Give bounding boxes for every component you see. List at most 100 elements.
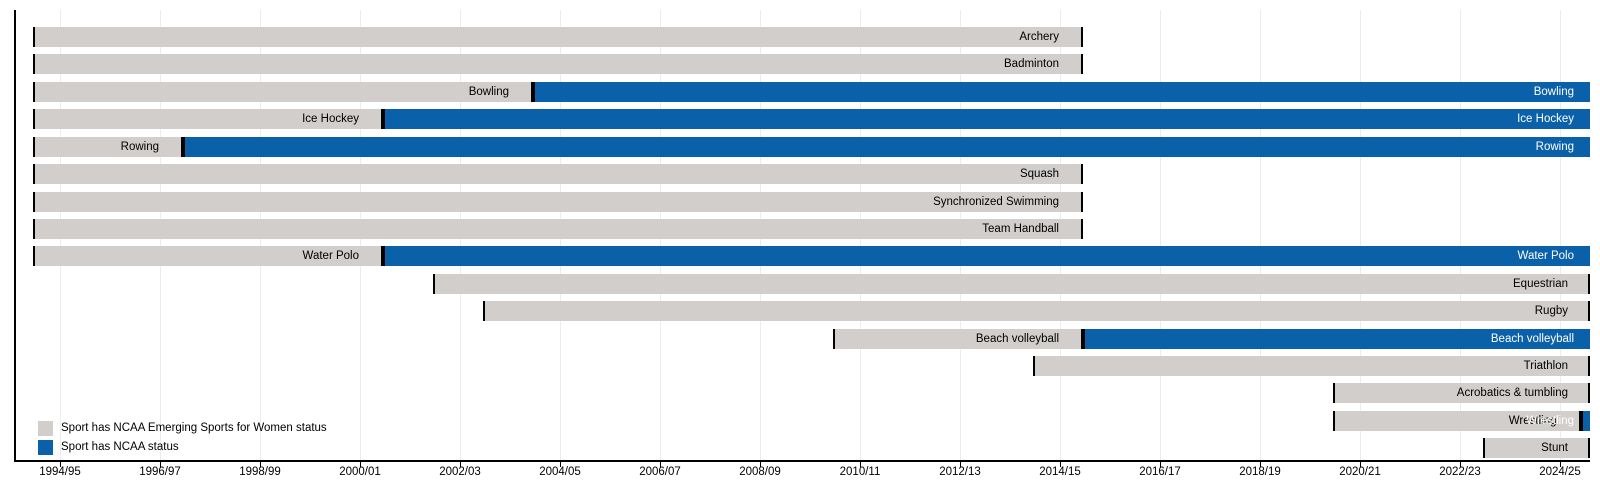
bar-end-cap xyxy=(183,136,185,157)
axis-tick-label: 1996/97 xyxy=(139,466,181,478)
bar-label: Bowling xyxy=(468,85,509,98)
bar-label: Bowling xyxy=(1533,85,1574,98)
bar-label: Water Polo xyxy=(302,250,359,263)
axis-tick-label: 2004/05 xyxy=(539,466,581,478)
bar-end-cap xyxy=(1081,218,1083,239)
bar-end-cap xyxy=(1333,383,1335,404)
axis-tick xyxy=(560,461,561,467)
axis-tick xyxy=(360,461,361,467)
bar-end-cap xyxy=(181,136,183,157)
axis-tick xyxy=(460,461,461,467)
bar-end-cap xyxy=(1483,438,1485,459)
axis-tick xyxy=(260,461,261,467)
bar-segment-ncaa xyxy=(183,136,1590,157)
bar-segment-emerging xyxy=(33,218,1083,239)
bar-end-cap xyxy=(1588,273,1590,294)
bar-label: Beach volleyball xyxy=(975,332,1059,345)
axis-tick xyxy=(1060,461,1061,467)
bar-end-cap xyxy=(531,81,533,102)
bar-label: Beach volleyball xyxy=(1490,332,1574,345)
bar-end-cap xyxy=(1081,164,1083,185)
bar-end-cap xyxy=(1081,191,1083,212)
axis-tick-label: 2010/11 xyxy=(839,466,881,478)
gridline xyxy=(1160,10,1161,460)
axis-tick-label: 1994/95 xyxy=(39,466,81,478)
bar-end-cap xyxy=(33,246,35,267)
y-axis-line xyxy=(14,10,16,460)
axis-tick xyxy=(960,461,961,467)
bar-segment-emerging xyxy=(433,273,1590,294)
bar-end-cap xyxy=(33,136,35,157)
gridline xyxy=(1560,10,1561,460)
bar-label: Ice Hockey xyxy=(1517,113,1574,126)
axis-tick-label: 2008/09 xyxy=(739,466,781,478)
axis-tick-label: 2022/23 xyxy=(1439,466,1481,478)
bar-end-cap xyxy=(383,246,385,267)
axis-tick xyxy=(860,461,861,467)
axis-tick-label: 2002/03 xyxy=(439,466,481,478)
bar-segment-ncaa xyxy=(383,246,1590,267)
bar-segment-emerging xyxy=(33,191,1083,212)
bar-segment-emerging xyxy=(483,301,1590,322)
bar-end-cap xyxy=(1588,301,1590,322)
bar-label: Water Polo xyxy=(1517,250,1574,263)
bar-end-cap xyxy=(33,81,35,102)
bar-end-cap xyxy=(33,164,35,185)
bar-end-cap xyxy=(33,218,35,239)
bar-segment-emerging xyxy=(33,246,383,267)
bar-segment-ncaa xyxy=(1083,328,1590,349)
bar-end-cap xyxy=(383,109,385,130)
bar-segment-emerging xyxy=(33,136,183,157)
bar-label: Team Handball xyxy=(982,222,1059,235)
bar-end-cap xyxy=(533,81,535,102)
bar-segment-emerging xyxy=(1333,410,1581,431)
axis-tick xyxy=(660,461,661,467)
bar-end-cap xyxy=(1333,410,1335,431)
bar-end-cap xyxy=(33,27,35,47)
bar-label: Squash xyxy=(1019,168,1059,181)
legend-label-ncaa: Sport has NCAA status xyxy=(61,441,179,453)
bar-label: Wrestling xyxy=(1526,414,1574,427)
x-axis-line xyxy=(14,460,1590,462)
axis-tick-label: 2006/07 xyxy=(639,466,681,478)
axis-tick xyxy=(1560,461,1561,467)
bar-segment-emerging xyxy=(33,27,1083,47)
bar-end-cap xyxy=(1083,328,1085,349)
bar-segment-ncaa xyxy=(533,81,1590,102)
axis-tick-label: 2012/13 xyxy=(939,466,981,478)
bar-end-cap xyxy=(433,273,435,294)
bar-segment-ncaa xyxy=(383,109,1590,130)
bar-end-cap xyxy=(33,191,35,212)
axis-tick xyxy=(1360,461,1361,467)
axis-tick-label: 2000/01 xyxy=(339,466,381,478)
axis-tick-label: 2020/21 xyxy=(1339,466,1381,478)
bar-end-cap xyxy=(1578,410,1581,431)
bar-segment-emerging xyxy=(33,54,1083,75)
bar-label: Rowing xyxy=(120,140,159,153)
bar-segment-emerging xyxy=(1483,438,1590,459)
bar-end-cap xyxy=(1580,410,1583,431)
bar-end-cap xyxy=(1081,328,1083,349)
bar-end-cap xyxy=(381,246,383,267)
axis-tick xyxy=(1460,461,1461,467)
bar-label: Rowing xyxy=(1535,140,1574,153)
axis-tick-label: 1998/99 xyxy=(239,466,281,478)
bar-end-cap xyxy=(1081,54,1083,75)
bar-label: Triathlon xyxy=(1523,360,1568,373)
bar-label: Stunt xyxy=(1541,442,1568,455)
axis-tick-label: 2024/25 xyxy=(1539,466,1581,478)
bar-segment-emerging xyxy=(33,109,383,130)
bar-label: Rugby xyxy=(1534,305,1568,318)
bar-label: Equestrian xyxy=(1513,277,1568,290)
gridline xyxy=(1360,10,1361,460)
axis-tick-label: 2016/17 xyxy=(1139,466,1181,478)
bar-end-cap xyxy=(483,301,485,322)
bar-label: Badminton xyxy=(1004,58,1059,71)
bar-segment-emerging xyxy=(1033,356,1590,377)
bar-segment-emerging xyxy=(833,328,1083,349)
bar-end-cap xyxy=(33,54,35,75)
axis-tick-label: 2018/19 xyxy=(1239,466,1281,478)
bar-end-cap xyxy=(833,328,835,349)
bar-segment-ncaa xyxy=(1580,410,1590,431)
